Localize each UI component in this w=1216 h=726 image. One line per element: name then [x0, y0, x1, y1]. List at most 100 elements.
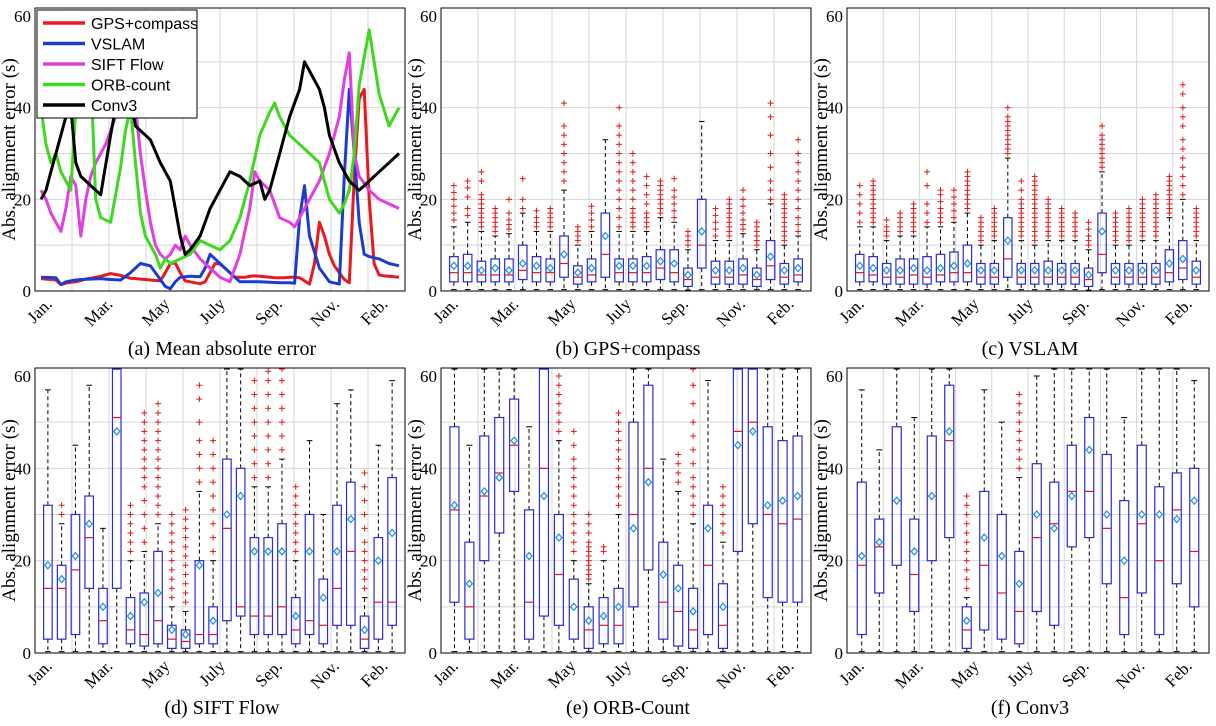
box-18 — [277, 368, 287, 653]
mean-marker — [463, 261, 472, 271]
mean-marker — [1057, 265, 1066, 275]
outlier-marker — [251, 460, 258, 467]
outlier-marker — [361, 469, 368, 476]
outlier-marker — [555, 419, 562, 426]
mean-marker — [857, 551, 866, 561]
box-14 — [628, 150, 638, 291]
series-line-conv3 — [39, 60, 401, 256]
y-tick-label: 40 — [420, 99, 437, 118]
mean-marker — [532, 261, 541, 271]
outlier-marker — [555, 382, 562, 389]
legend-label: GPS+compass — [91, 16, 198, 33]
mean-marker — [518, 259, 527, 268]
box-iqr — [1119, 500, 1130, 636]
outlier-marker — [1016, 409, 1023, 416]
box-19 — [1171, 368, 1182, 653]
box-iqr — [949, 251, 959, 283]
outlier-marker — [740, 196, 747, 203]
outlier-marker — [726, 196, 733, 203]
mean-marker — [892, 496, 901, 506]
outlier-marker — [127, 502, 134, 509]
box-iqr — [909, 518, 920, 613]
mean-marker — [697, 226, 706, 236]
box-iqr — [1029, 262, 1040, 285]
box-iqr — [655, 249, 666, 281]
box-26 — [387, 380, 397, 653]
outlier-marker — [1179, 145, 1186, 152]
outlier-marker — [141, 497, 148, 504]
outlier-marker — [450, 203, 457, 210]
outlier-marker — [574, 223, 581, 230]
box-7 — [531, 207, 542, 291]
box-5 — [98, 527, 108, 653]
outlier-marker — [615, 446, 622, 453]
box-iqr — [139, 592, 150, 647]
box-iqr — [926, 435, 937, 562]
outlier-marker — [585, 520, 592, 527]
mean-marker — [923, 265, 931, 275]
mean-marker — [763, 500, 772, 510]
box-iqr — [56, 564, 67, 640]
box-iqr — [598, 596, 609, 645]
mean-marker — [990, 265, 999, 275]
x-tick-label: Sep. — [657, 294, 691, 328]
outlier-marker — [712, 212, 719, 219]
outlier-marker — [585, 539, 592, 546]
box-20 — [304, 440, 315, 653]
outlier-marker — [168, 548, 175, 555]
mean-marker — [560, 249, 568, 259]
box-22 — [1137, 196, 1148, 291]
mean-marker — [1084, 270, 1093, 280]
box-5 — [926, 368, 937, 653]
box-8 — [949, 187, 959, 291]
outlier-marker — [615, 465, 622, 472]
outlier-marker — [1045, 196, 1052, 203]
outlier-marker — [795, 205, 802, 212]
x-tick-label: Nov. — [1112, 656, 1148, 692]
series-line-vslam — [40, 87, 400, 291]
box-iqr — [504, 258, 514, 283]
box-19 — [1097, 123, 1107, 291]
panel-caption: (a) Mean absolute error — [128, 338, 317, 360]
box-iqr — [779, 262, 790, 285]
box-iqr — [568, 578, 579, 640]
outlier-marker — [141, 465, 148, 472]
outlier-marker — [671, 175, 678, 182]
mean-marker — [1120, 556, 1129, 566]
box-6 — [517, 175, 528, 291]
outlier-marker — [265, 460, 272, 467]
outlier-marker — [555, 391, 562, 398]
outlier-marker — [675, 451, 682, 458]
mean-marker — [766, 252, 775, 262]
panel-caption: (f) Conv3 — [991, 697, 1069, 719]
outlier-marker — [671, 200, 678, 207]
mean-marker — [477, 265, 486, 275]
panel-caption: (e) ORB-Count — [566, 697, 690, 719]
mean-marker — [793, 491, 802, 501]
box-iqr — [962, 244, 973, 283]
outlier-marker — [196, 479, 203, 486]
box-iqr — [935, 253, 946, 283]
box-20 — [1110, 210, 1121, 291]
outlier-marker — [168, 594, 175, 601]
outlier-marker — [1179, 90, 1186, 97]
box-iqr — [1136, 444, 1147, 594]
outlier-marker — [251, 433, 258, 440]
box-2 — [464, 444, 475, 653]
box-iqr — [868, 256, 878, 283]
x-tick-label: July — [601, 656, 635, 690]
mean-marker — [99, 602, 107, 612]
outlier-marker — [767, 178, 774, 184]
mean-marker — [1165, 259, 1174, 268]
outlier-marker — [196, 396, 203, 403]
outlier-marker — [883, 216, 890, 223]
outlier-marker — [168, 511, 175, 518]
box-iqr — [235, 467, 246, 617]
outlier-marker — [1179, 155, 1186, 162]
y-tick-label: 20 — [14, 190, 31, 209]
box-iqr — [553, 513, 564, 626]
outlier-marker — [1125, 205, 1132, 212]
box-iqr — [628, 258, 638, 283]
outlier-marker — [795, 228, 802, 235]
